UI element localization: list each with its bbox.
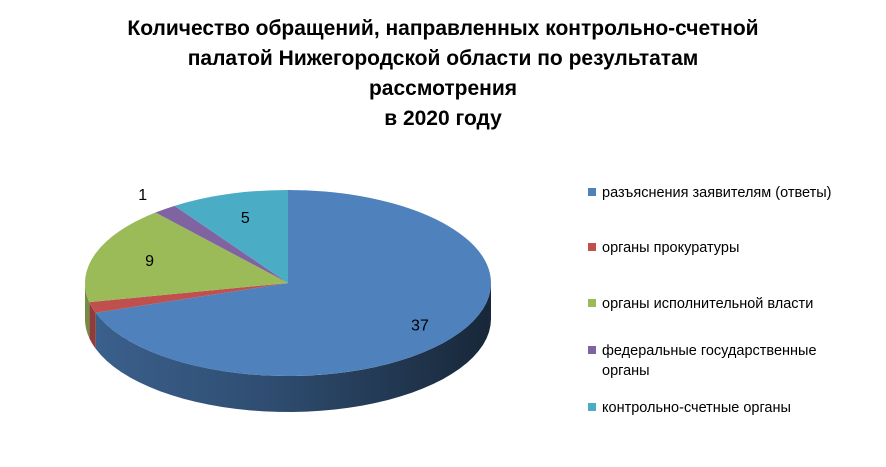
legend-swatch [588, 188, 596, 196]
legend-label: контрольно-счетные органы [602, 400, 791, 416]
slice [89, 283, 289, 313]
legend-label: федеральные государственные органы [602, 343, 817, 379]
slice [155, 205, 288, 283]
slice-side [89, 302, 96, 349]
slice-side [85, 283, 90, 339]
data-label: 9 [145, 253, 154, 270]
slice [95, 189, 491, 376]
data-label: 5 [241, 210, 250, 227]
legend-label: органы исполнительной власти [602, 296, 814, 312]
legend-item: разъяснения заявителям (ответы) [588, 183, 832, 203]
legend-swatch [588, 243, 596, 251]
slice [85, 212, 288, 303]
chart-title: Количество обращений, направленных контр… [127, 17, 759, 130]
data-label: 37 [411, 318, 429, 335]
legend-label: разъяснения заявителям (ответы) [602, 185, 832, 201]
legend-item: органы прокуратуры [588, 238, 739, 258]
legend-swatch [588, 346, 596, 354]
legend-item: федеральные государственные органы [588, 341, 842, 381]
legend-swatch [588, 299, 596, 307]
legend-swatch [588, 403, 596, 411]
legend-item: контрольно-счетные органы [588, 398, 791, 418]
slice-side [95, 283, 491, 412]
data-label: 1 [138, 187, 147, 204]
slice [174, 190, 288, 283]
legend-item: органы исполнительной власти [588, 294, 813, 314]
legend-label: органы прокуратуры [602, 240, 740, 256]
